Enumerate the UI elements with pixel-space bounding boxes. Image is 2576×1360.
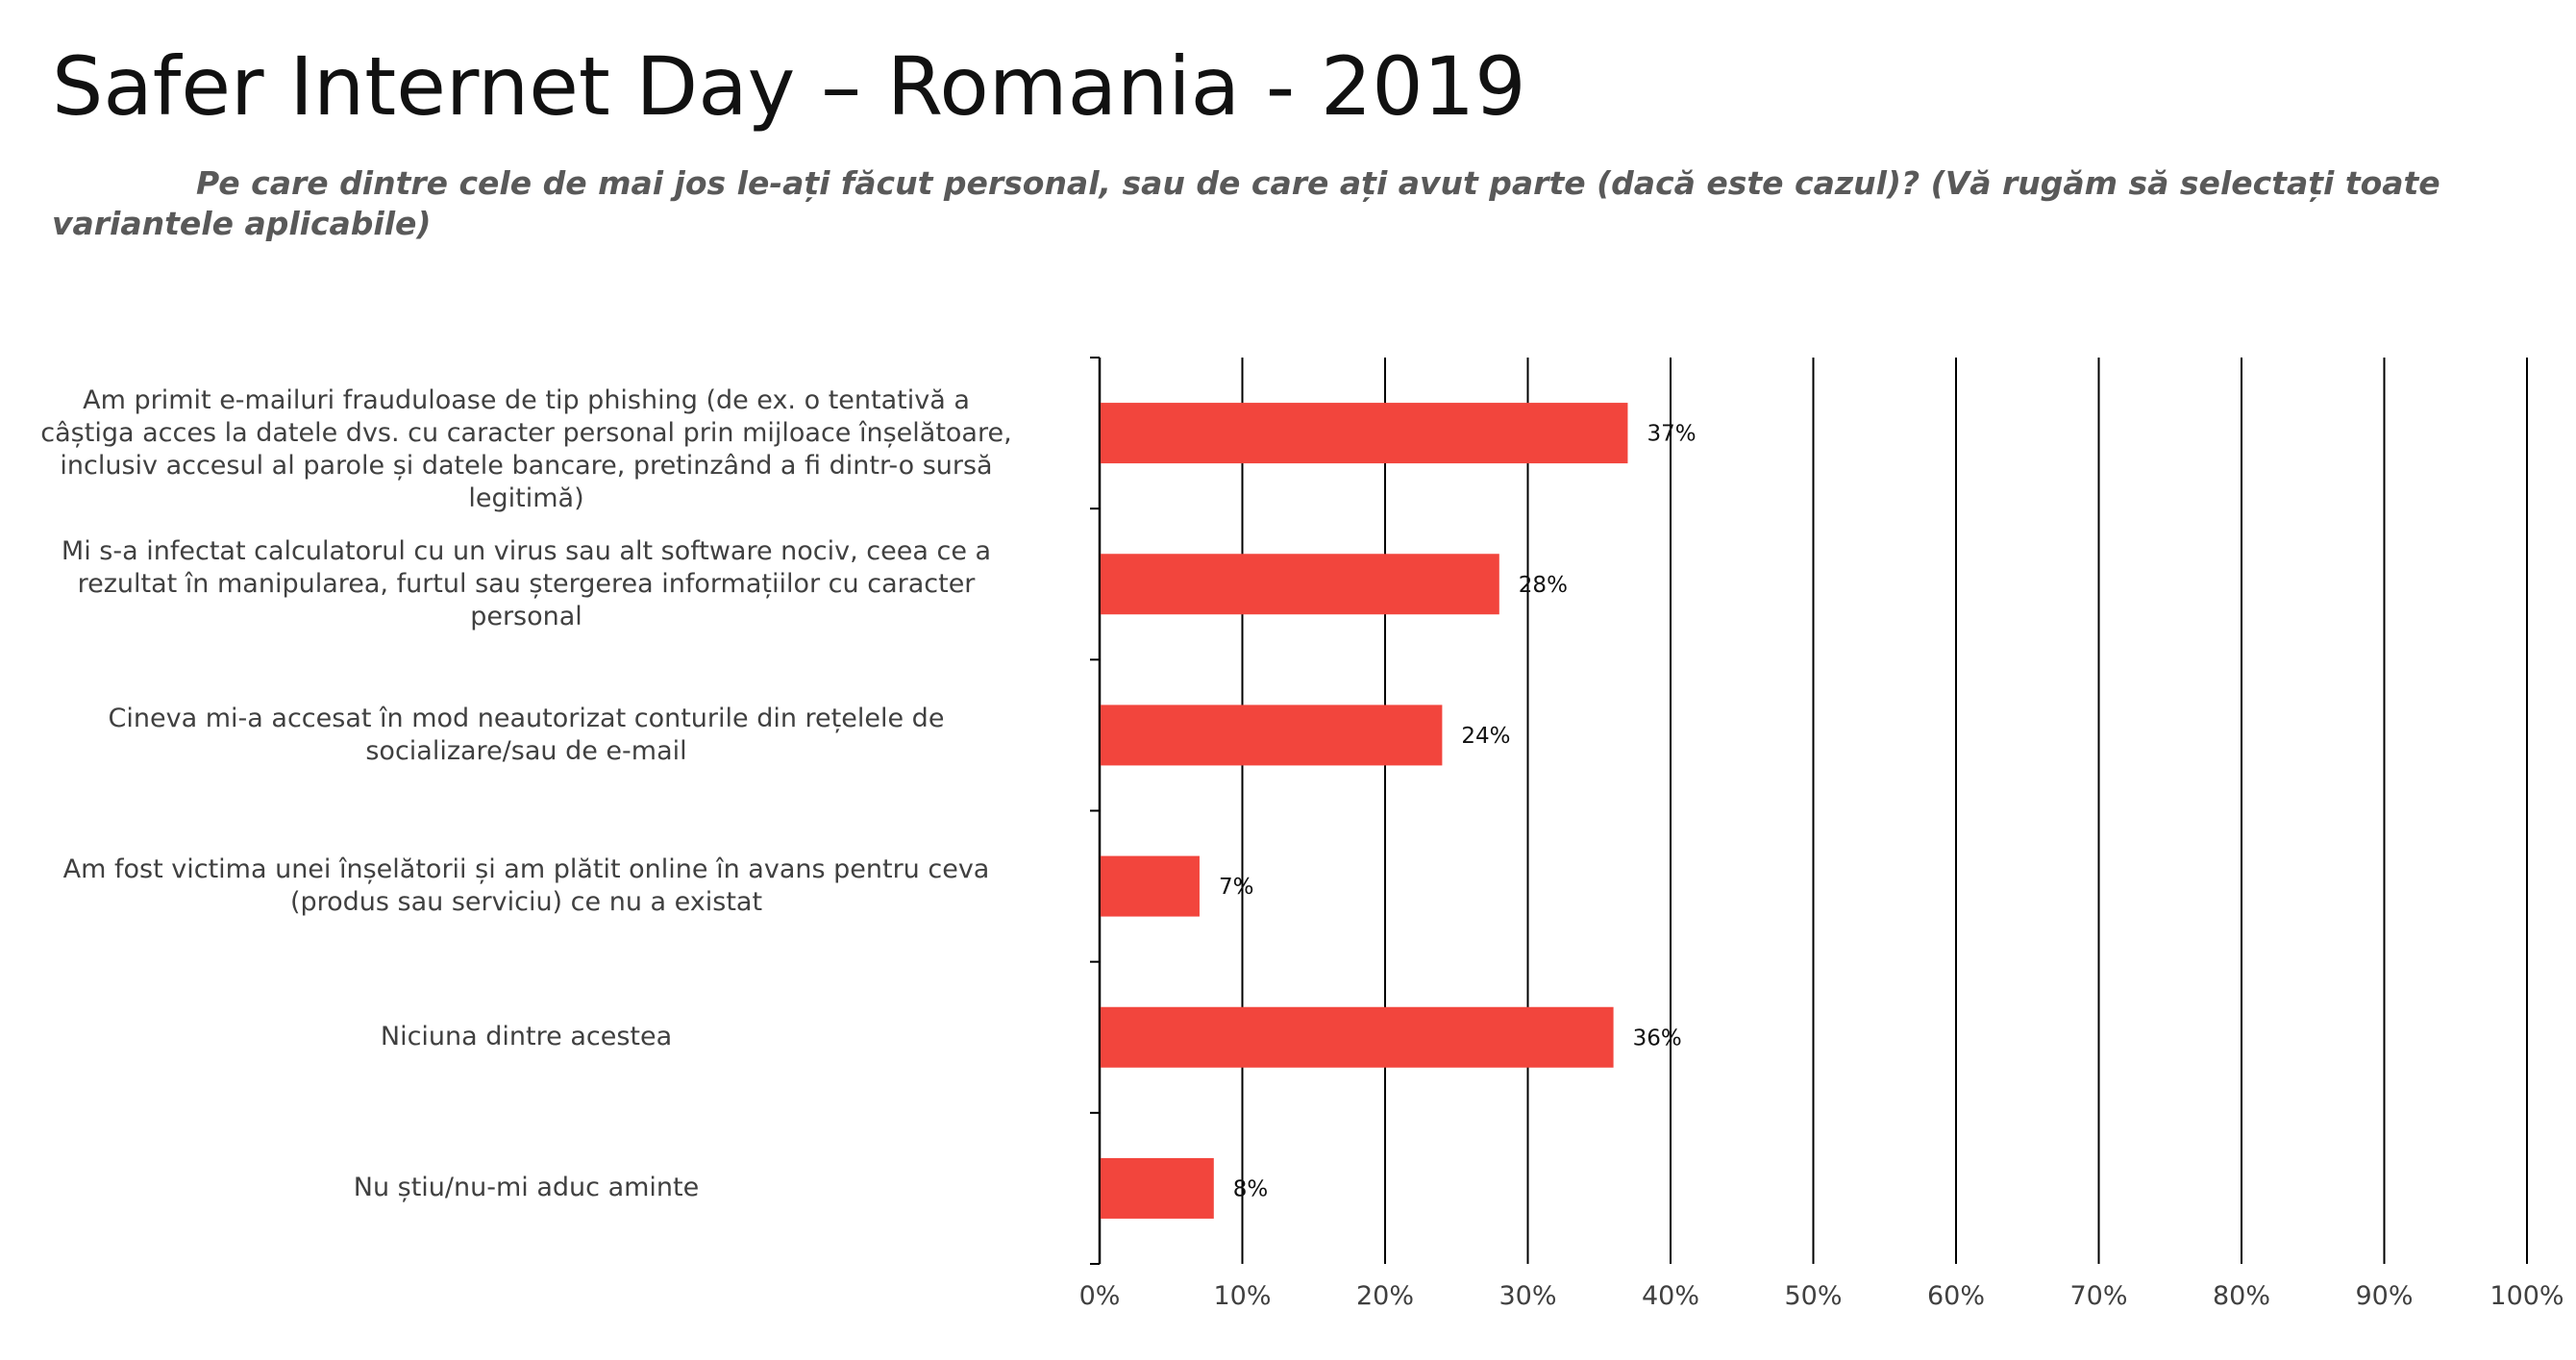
category-label: Nu știu/nu-mi aduc aminte xyxy=(353,1173,700,1203)
x-tick-label: 80% xyxy=(2213,1281,2270,1311)
x-tick-label: 90% xyxy=(2355,1281,2413,1311)
chart-subtitle: Pe care dintre cele de mai jos le-ați fă… xyxy=(52,164,2440,242)
bar xyxy=(1101,705,1443,766)
x-tick-label: 0% xyxy=(1079,1281,1121,1311)
bar xyxy=(1101,554,1499,615)
x-tick-label: 20% xyxy=(1356,1281,1414,1311)
category-label: Niciuna dintre acestea xyxy=(380,1022,673,1052)
bar xyxy=(1101,1157,1214,1219)
category-label: Mi s-a infectat calculatorul cu un virus… xyxy=(61,535,992,631)
data-label: 37% xyxy=(1647,422,1696,447)
data-label: 36% xyxy=(1633,1026,1682,1051)
data-label: 7% xyxy=(1219,875,1254,900)
bar xyxy=(1101,1006,1614,1068)
category-label: Am fost victima unei înșelătorii și am p… xyxy=(62,854,990,918)
data-label: 8% xyxy=(1233,1176,1269,1201)
x-tick-label: 10% xyxy=(1213,1281,1271,1311)
x-tick-label: 70% xyxy=(2069,1281,2127,1311)
x-tick-label: 60% xyxy=(1927,1281,1985,1311)
category-label: Am primit e-mailuri frauduloase de tip p… xyxy=(40,384,1012,513)
bar xyxy=(1101,403,1628,464)
x-tick-label: 100% xyxy=(2489,1281,2564,1311)
data-label: 28% xyxy=(1519,573,1568,598)
data-label: 24% xyxy=(1461,724,1510,749)
x-tick-label: 50% xyxy=(1784,1281,1842,1311)
bar xyxy=(1101,855,1200,917)
x-tick-label: 40% xyxy=(1642,1281,1699,1311)
x-tick-label: 30% xyxy=(1499,1281,1556,1311)
page-title: Safer Internet Day – Romania - 2019 xyxy=(52,39,1526,134)
category-label: Cineva mi-a accesat în mod neautorizat c… xyxy=(108,703,945,766)
